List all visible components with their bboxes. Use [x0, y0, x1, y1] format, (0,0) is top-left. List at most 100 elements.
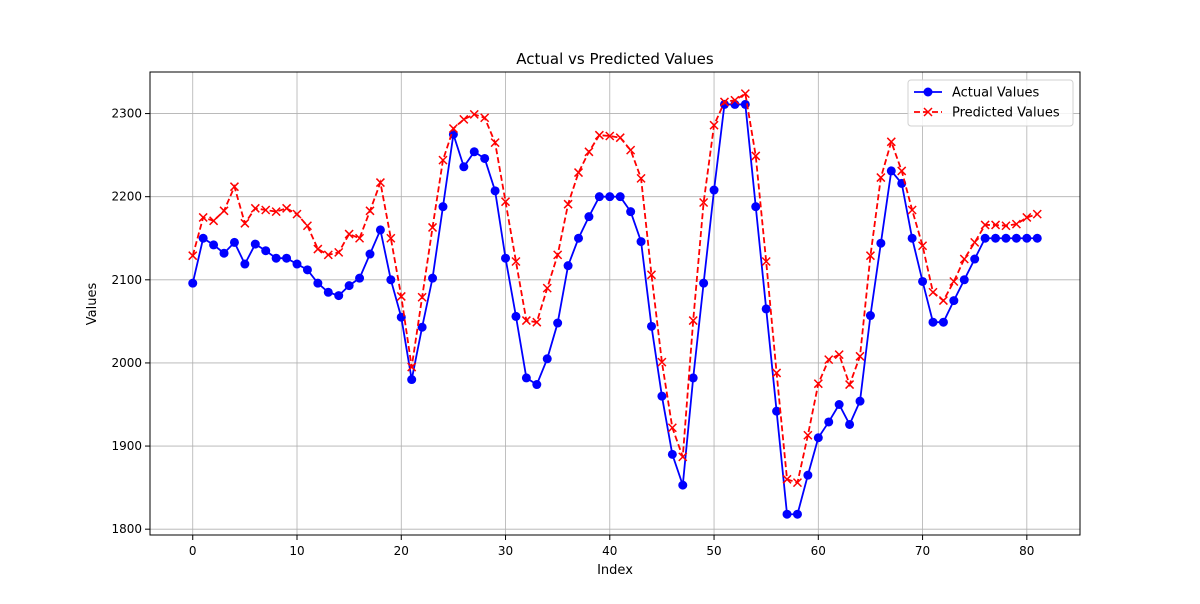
- data-point: [855, 351, 865, 361]
- data-point: [730, 95, 740, 105]
- data-point: [897, 166, 907, 176]
- data-point: [480, 153, 490, 163]
- data-point: [991, 220, 1001, 230]
- data-point: [355, 233, 365, 243]
- x-tick-label: 30: [498, 544, 513, 558]
- data-point: [584, 212, 594, 222]
- data-point: [605, 192, 615, 202]
- data-point: [949, 296, 959, 306]
- data-point: [792, 509, 802, 519]
- data-point: [292, 209, 302, 219]
- data-point: [938, 317, 948, 327]
- data-point: [657, 357, 667, 367]
- data-point: [626, 207, 636, 217]
- x-tick-label: 10: [289, 544, 304, 558]
- data-point: [615, 192, 625, 202]
- data-point: [678, 452, 688, 462]
- data-point: [323, 287, 333, 297]
- data-point: [855, 396, 865, 406]
- data-point: [574, 233, 584, 243]
- y-axis-label: Values: [85, 283, 100, 326]
- data-point: [511, 256, 521, 267]
- data-point: [646, 321, 656, 331]
- data-point: [229, 182, 239, 192]
- data-point: [511, 311, 521, 321]
- data-point: [198, 233, 208, 243]
- data-point: [626, 145, 636, 155]
- data-point: [282, 253, 292, 263]
- data-point: [532, 380, 542, 390]
- data-point: [605, 131, 615, 141]
- data-point: [261, 205, 271, 215]
- series-actual: [188, 99, 1042, 519]
- data-point: [250, 203, 260, 213]
- data-point: [803, 470, 813, 480]
- data-point: [573, 168, 584, 178]
- data-point: [991, 233, 1001, 243]
- data-point: [1032, 233, 1042, 243]
- data-point: [699, 278, 709, 288]
- data-point: [480, 113, 490, 123]
- data-point: [417, 322, 427, 332]
- data-point: [240, 218, 250, 228]
- data-point: [876, 238, 886, 248]
- data-point: [928, 317, 938, 327]
- data-point: [980, 220, 990, 230]
- y-tick-label: 1800: [111, 522, 142, 536]
- data-point: [542, 283, 552, 293]
- data-point: [709, 120, 719, 130]
- data-point: [500, 197, 511, 207]
- series-layer: [188, 89, 1042, 519]
- data-point: [490, 186, 500, 196]
- data-point: [876, 173, 886, 183]
- data-point: [344, 281, 354, 291]
- series-predicted: [188, 89, 1042, 488]
- data-point: [803, 430, 813, 440]
- data-point: [428, 222, 438, 232]
- data-point: [188, 251, 198, 261]
- data-point: [918, 276, 928, 286]
- data-point: [865, 251, 875, 261]
- data-point: [980, 233, 990, 243]
- data-point: [261, 246, 271, 256]
- y-tick-label: 2300: [111, 107, 142, 121]
- data-point: [688, 373, 698, 383]
- data-point: [845, 419, 855, 429]
- data-point: [970, 237, 980, 247]
- data-point: [907, 205, 917, 215]
- data-point: [375, 225, 385, 235]
- data-point: [563, 261, 573, 271]
- data-point: [719, 97, 730, 107]
- data-point: [302, 221, 312, 231]
- data-point: [459, 162, 469, 172]
- data-point: [594, 192, 604, 202]
- data-point: [532, 317, 542, 327]
- data-point: [553, 250, 563, 260]
- data-point: [928, 287, 938, 297]
- data-point: [813, 379, 823, 389]
- data-point: [824, 417, 834, 427]
- data-point: [438, 202, 448, 212]
- data-point: [188, 278, 198, 288]
- x-tick-label: 0: [189, 544, 197, 558]
- x-tick-label: 80: [1019, 544, 1034, 558]
- data-point: [355, 273, 365, 283]
- data-point: [209, 216, 219, 226]
- data-point: [772, 368, 782, 378]
- data-point: [521, 316, 531, 326]
- data-point: [282, 203, 292, 213]
- data-point: [417, 292, 427, 302]
- data-point: [396, 291, 406, 301]
- data-point: [386, 275, 396, 285]
- data-point: [407, 375, 417, 385]
- legend-item: Actual Values: [914, 86, 1040, 101]
- data-point: [657, 391, 667, 401]
- data-point: [501, 253, 511, 263]
- legend-item: Predicted Values: [914, 106, 1060, 121]
- data-point: [699, 197, 709, 208]
- data-point: [772, 406, 782, 416]
- data-point: [521, 373, 531, 383]
- data-point: [313, 278, 323, 288]
- legend-box: [907, 79, 1074, 127]
